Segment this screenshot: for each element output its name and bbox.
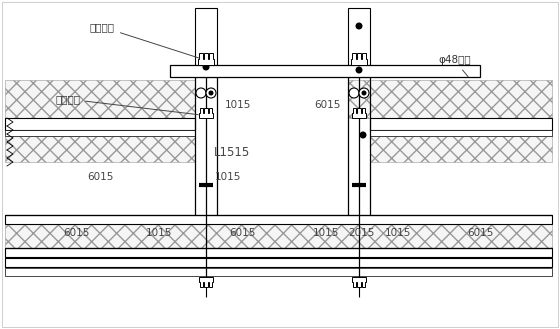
Text: 6015: 6015 [314,100,340,110]
Text: 6015: 6015 [63,228,90,238]
Text: 穿墙螺栓: 穿墙螺栓 [90,22,199,58]
Circle shape [206,88,216,98]
Polygon shape [199,277,213,287]
Polygon shape [198,53,214,65]
Bar [5,215,552,248]
Bar [370,130,552,136]
Bar [370,136,552,162]
Text: L1515: L1515 [214,145,250,159]
Text: 6015: 6015 [230,228,256,238]
Bar [5,215,552,224]
Text: φ48钉管: φ48钉管 [438,55,470,77]
Bar [217,80,348,118]
Text: 6015: 6015 [468,228,494,238]
Polygon shape [352,277,366,287]
Bar [5,136,195,162]
Circle shape [209,91,213,95]
Bar [5,268,552,276]
Bar [5,258,552,267]
Polygon shape [199,108,213,118]
Text: 6015: 6015 [87,172,113,182]
Bar [5,248,552,257]
Bar [195,8,217,77]
Text: 1015: 1015 [225,100,251,110]
Circle shape [360,132,366,138]
Text: 山型螺母: 山型螺母 [55,94,198,115]
Bar [217,77,348,215]
Text: 2015: 2015 [348,228,375,238]
Bar [370,118,552,130]
Text: 1015: 1015 [384,228,411,238]
Bar [348,80,370,118]
Circle shape [359,88,369,98]
Circle shape [349,88,359,98]
Text: 1015: 1015 [312,228,339,238]
Circle shape [196,88,206,98]
Bar [5,80,195,118]
Polygon shape [351,53,367,65]
Bar [370,80,552,118]
Bar [5,118,195,130]
Polygon shape [352,108,366,118]
Text: 1015: 1015 [215,172,241,182]
Circle shape [356,67,362,73]
Circle shape [362,91,366,95]
Circle shape [203,64,209,70]
Circle shape [356,23,362,29]
Text: 1015: 1015 [146,228,172,238]
Bar [170,65,480,77]
Bar [5,130,195,136]
Bar [348,8,370,77]
